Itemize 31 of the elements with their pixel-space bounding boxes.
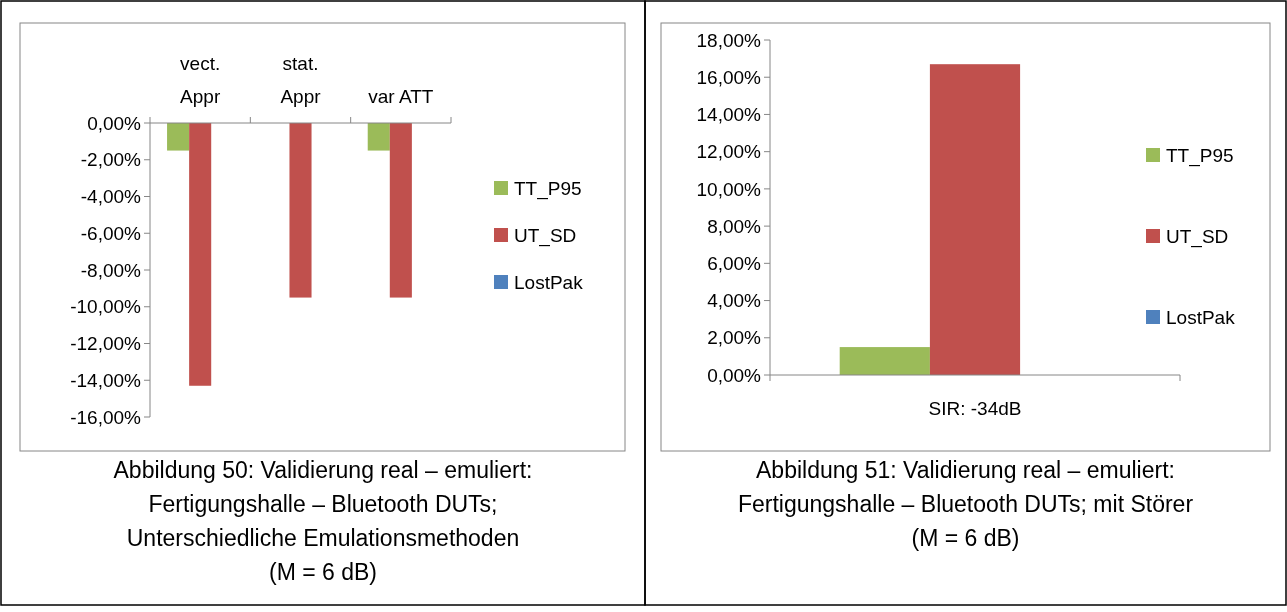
y-tick-label: 14,00%	[696, 104, 762, 126]
legend-label: LostPak	[514, 271, 584, 293]
x-tick-label: var ATT	[368, 86, 434, 107]
y-tick-label: 10,00%	[696, 178, 762, 200]
x-tick-label: SIR: -34dB	[928, 398, 1022, 419]
y-tick-label: 0,00%	[87, 112, 142, 134]
x-tick-label: vect. Appr	[180, 53, 221, 107]
y-tick-label: 18,00%	[696, 29, 762, 51]
legend-label: UT_SD	[514, 224, 577, 247]
x-tick-label: stat. Appr	[280, 53, 322, 107]
y-tick-label: 16,00%	[696, 66, 762, 88]
legend-label: TT_P95	[514, 177, 582, 200]
y-tick-label: -10,00%	[70, 296, 142, 318]
legend-label: UT_SD	[1166, 225, 1229, 248]
y-tick-label: 0,00%	[707, 364, 762, 386]
y-tick-label: -2,00%	[80, 149, 142, 171]
y-tick-label: -8,00%	[80, 259, 142, 281]
y-tick-label: -4,00%	[80, 186, 142, 208]
y-tick-label: -16,00%	[70, 406, 142, 428]
y-tick-label: 12,00%	[696, 141, 762, 163]
y-tick-label: -12,00%	[70, 333, 142, 355]
y-tick-label: -6,00%	[80, 222, 142, 244]
y-tick-label: -14,00%	[70, 369, 142, 391]
y-tick-label: 8,00%	[707, 215, 762, 237]
y-tick-label: 2,00%	[707, 327, 762, 349]
y-tick-label: 4,00%	[707, 290, 762, 312]
legend-label: TT_P95	[1166, 144, 1234, 167]
text: Abbildung 51: Validierung real – emuliert: Fertigungshalle – Bluetooth DUTs; mit Störer (M = 6 dB)	[737, 457, 1194, 551]
legend-label: LostPak	[1166, 306, 1236, 328]
text: Abbildung 50: Validierung real – emuliert: Fertigungshalle – Bluetooth DUTs; Unterschiedliche Emulationsmethoden (M = 6 dB)	[113, 457, 533, 585]
y-tick-label: 6,00%	[707, 252, 762, 274]
